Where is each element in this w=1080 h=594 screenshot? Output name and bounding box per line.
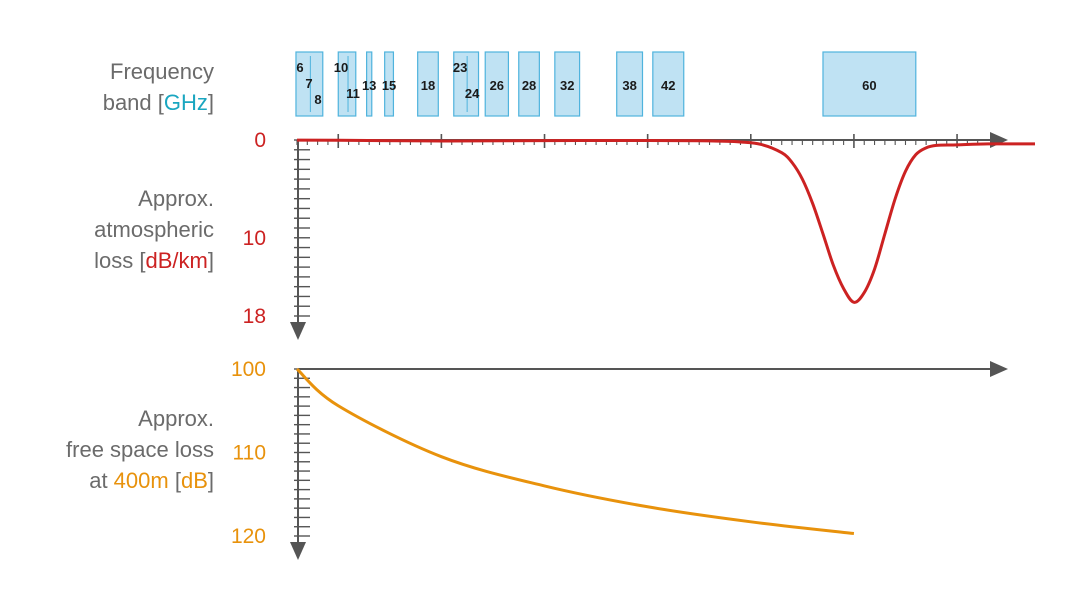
band-label: 18 (421, 78, 435, 93)
band-box-13 (366, 51, 373, 117)
band-label: 38 (622, 78, 636, 93)
band-box-10-11 (337, 51, 357, 117)
band-box-6-7-8 (295, 51, 324, 117)
band-label: 13 (362, 78, 376, 93)
band-box-60 (822, 51, 917, 117)
atm-y-arrow (290, 322, 306, 340)
band-label: 7 (305, 76, 312, 91)
atm-y-tick-label: 0 (254, 129, 266, 152)
band-label: 8 (314, 92, 321, 107)
band-label: 15 (382, 78, 396, 93)
atm-x-arrow (990, 132, 1008, 148)
fsl-y-tick-label: 110 (233, 442, 266, 465)
atmospheric-loss-label: Approx. atmospheric loss [dB/km] (94, 186, 214, 273)
fsl-y-tick-label: 100 (231, 358, 266, 381)
band-box-23-24 (453, 51, 480, 117)
atmospheric-loss-line (296, 138, 1036, 304)
atm-y-tick-label: 10 (243, 227, 266, 250)
distance-value: 400m (113, 468, 169, 493)
band-box-15 (384, 51, 395, 117)
band-box-38 (616, 51, 644, 117)
band-label: 11 (346, 86, 360, 101)
fsl-y-arrow (290, 542, 306, 560)
band-box-18 (417, 51, 439, 117)
band-label: 60 (862, 78, 876, 93)
ghz-unit: GHz (163, 90, 208, 115)
band-box-26 (484, 51, 510, 117)
atm-y-tick-label: 18 (243, 305, 266, 328)
free-space-loss-line (295, 367, 855, 535)
band-label: 10 (334, 60, 348, 75)
band-label: 26 (490, 78, 504, 93)
band-box-32 (554, 51, 581, 117)
band-label: 23 (453, 60, 467, 75)
band-label: 28 (522, 78, 536, 93)
frequency-band-label: Frequency band [GHz] (102, 59, 214, 115)
band-box-42 (652, 51, 685, 117)
band-label: 6 (296, 60, 303, 75)
fsl-y-tick-label: 120 (231, 525, 266, 548)
band-label: 32 (560, 78, 574, 93)
free-space-loss-label: Approx. free space loss at 400m [dB] (66, 406, 214, 493)
db-unit: dB (180, 468, 208, 493)
band-label: 42 (661, 78, 675, 93)
band-box-28 (518, 51, 540, 117)
free-space-loss-panel: 100 110 120 (231, 358, 1008, 560)
fsl-x-arrow (990, 361, 1008, 377)
db-km-unit: dB/km (145, 248, 208, 273)
atmospheric-loss-panel: 0 10 18 (243, 129, 1036, 340)
band-label: 24 (465, 86, 480, 101)
